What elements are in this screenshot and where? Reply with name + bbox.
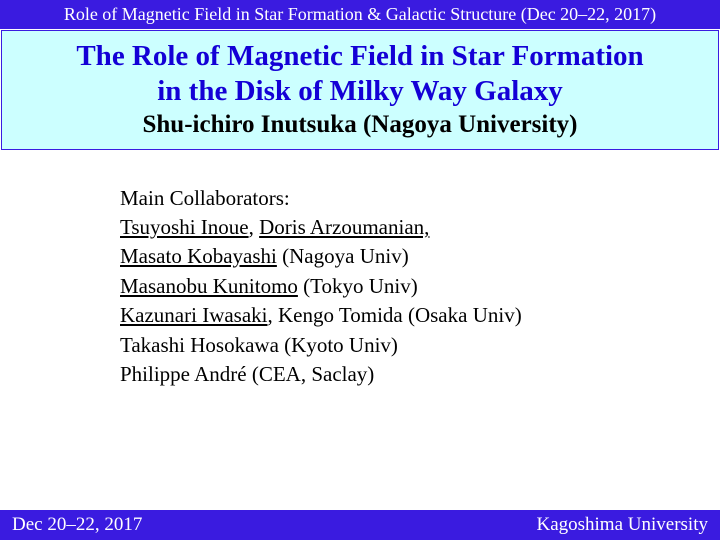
collab-name-arzoumanian: Doris Arzoumanian, [259,215,429,239]
header-banner: Role of Magnetic Field in Star Formation… [0,0,720,29]
collab-sep-1: , [249,215,260,239]
collab-name-kunitomo: Masanobu Kunitomo [120,274,298,298]
collab-aff-nagoya: (Nagoya Univ) [277,244,409,268]
collab-aff-tokyo: (Tokyo Univ) [298,274,418,298]
title-line-2: in the Disk of Milky Way Galaxy [157,75,563,107]
collaborators-block: Main Collaborators: Tsuyoshi Inoue, Dori… [120,184,720,390]
collab-name-iwasaki: Kazunari Iwasaki [120,303,268,327]
collab-line-2: Masato Kobayashi (Nagoya Univ) [120,242,720,271]
title-line-1: The Role of Magnetic Field in Star Forma… [76,40,643,72]
collab-heading: Main Collaborators: [120,184,720,213]
collab-name-inoue: Tsuyoshi Inoue [120,215,249,239]
footer-venue: Kagoshima University [536,514,708,536]
collab-name-kobayashi: Masato Kobayashi [120,244,277,268]
collab-line-4: Kazunari Iwasaki, Kengo Tomida (Osaka Un… [120,301,720,330]
author-line: Shu-ichiro Inutsuka (Nagoya University) [12,111,708,139]
talk-title: The Role of Magnetic Field in Star Forma… [12,39,708,109]
collab-line-6: Philippe André (CEA, Saclay) [120,360,720,389]
collab-line-5: Takashi Hosokawa (Kyoto Univ) [120,331,720,360]
footer-bar: Dec 20–22, 2017 Kagoshima University [0,510,720,540]
footer-date: Dec 20–22, 2017 [12,514,142,536]
collab-line-1: Tsuyoshi Inoue, Doris Arzoumanian, [120,213,720,242]
collab-line-3: Masanobu Kunitomo (Tokyo Univ) [120,272,720,301]
header-banner-text: Role of Magnetic Field in Star Formation… [64,4,656,24]
collab-rest-osaka: , Kengo Tomida (Osaka Univ) [268,303,522,327]
title-box: The Role of Magnetic Field in Star Forma… [1,30,719,150]
